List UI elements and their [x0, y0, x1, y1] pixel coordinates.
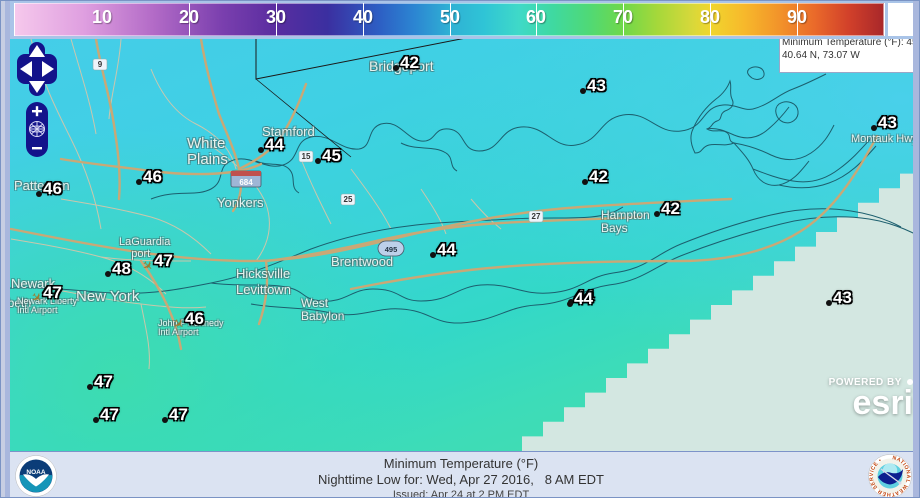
- svg-text:NOAA: NOAA: [26, 469, 45, 476]
